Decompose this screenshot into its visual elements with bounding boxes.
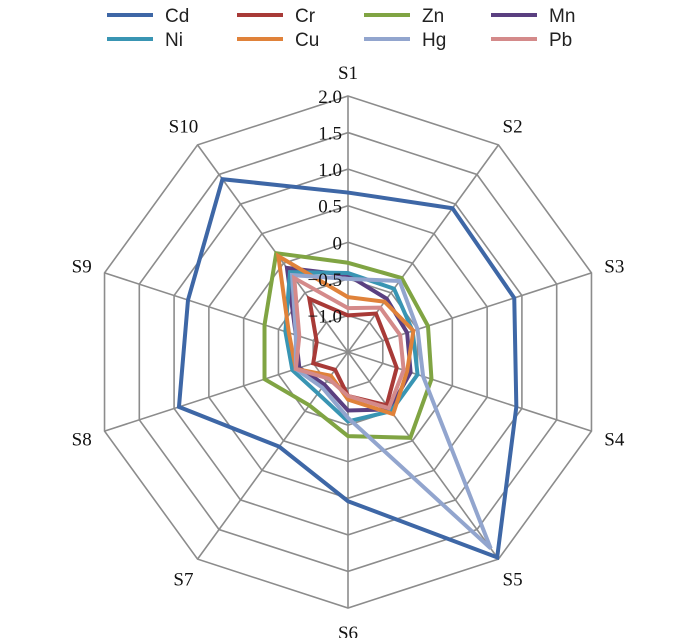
tick-label: 0 (333, 233, 343, 254)
tick-label: 1.0 (318, 160, 342, 181)
legend-label-cu: Cu (295, 30, 319, 51)
legend-label-pb: Pb (549, 30, 572, 51)
axis-label-s6: S6 (338, 623, 358, 638)
grid-spoke (347, 351, 592, 432)
grid-spoke (347, 272, 592, 353)
legend-label-ni: Ni (165, 30, 183, 51)
series-line-cd (176, 177, 519, 561)
legend-label-hg: Hg (422, 30, 446, 51)
grid-spoke (347, 351, 500, 560)
axis-label-s7: S7 (173, 570, 193, 591)
axis-label-s10: S10 (169, 116, 199, 137)
axis-label-s3: S3 (604, 256, 624, 277)
radar-series (176, 177, 519, 561)
radar-axis-labels: S1 S2 S3 S4 S5 S6 S7 S8 S9 S10 (72, 63, 625, 638)
chart-legend: Cd Cr Zn Mn Ni Cu Hg Pb (107, 6, 575, 51)
axis-label-s2: S2 (503, 116, 523, 137)
grid-spoke (347, 144, 500, 353)
legend-label-zn: Zn (422, 6, 444, 27)
grid-spoke (104, 351, 349, 432)
tick-label: 0.5 (318, 197, 342, 218)
axis-label-s5: S5 (503, 570, 523, 591)
axis-label-s9: S9 (72, 256, 92, 277)
tick-label: −1.0 (308, 306, 342, 327)
tick-label: 2.0 (318, 87, 342, 108)
legend-label-cr: Cr (295, 6, 316, 27)
legend-label-cd: Cd (165, 6, 189, 27)
series-line-cu (275, 252, 416, 417)
axis-label-s8: S8 (72, 430, 92, 451)
axis-label-s1: S1 (338, 63, 358, 84)
tick-label: −0.5 (308, 270, 342, 291)
series-line-pb (291, 274, 406, 411)
legend-label-mn: Mn (549, 6, 575, 27)
grid-spoke (104, 272, 349, 353)
axis-label-s4: S4 (604, 430, 625, 451)
radar-grid (103, 95, 593, 609)
series-line-hg (289, 272, 493, 550)
series-line-zn (262, 250, 434, 440)
radar-tick-labels: −1.0 −0.5 0 0.5 1.0 1.5 2.0 (308, 87, 342, 327)
tick-label: 1.5 (318, 124, 342, 145)
